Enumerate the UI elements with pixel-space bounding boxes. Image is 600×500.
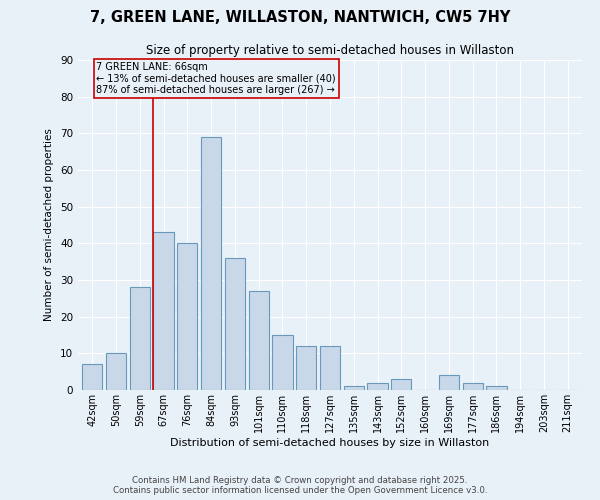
Bar bbox=[272, 335, 293, 390]
Y-axis label: Number of semi-detached properties: Number of semi-detached properties bbox=[44, 128, 55, 322]
Title: Size of property relative to semi-detached houses in Willaston: Size of property relative to semi-detach… bbox=[146, 44, 514, 58]
Bar bbox=[82, 364, 103, 390]
Text: 7 GREEN LANE: 66sqm
← 13% of semi-detached houses are smaller (40)
87% of semi-d: 7 GREEN LANE: 66sqm ← 13% of semi-detach… bbox=[97, 62, 336, 95]
Bar bbox=[201, 137, 221, 390]
Bar bbox=[320, 346, 340, 390]
Text: Contains HM Land Registry data © Crown copyright and database right 2025.
Contai: Contains HM Land Registry data © Crown c… bbox=[113, 476, 487, 495]
Bar bbox=[344, 386, 364, 390]
Bar bbox=[439, 376, 459, 390]
Bar bbox=[296, 346, 316, 390]
Bar bbox=[225, 258, 245, 390]
Bar bbox=[367, 382, 388, 390]
Bar bbox=[248, 291, 269, 390]
Bar bbox=[154, 232, 173, 390]
Bar bbox=[391, 379, 412, 390]
Bar bbox=[177, 244, 197, 390]
Bar bbox=[130, 288, 150, 390]
Bar bbox=[463, 382, 483, 390]
Bar bbox=[106, 354, 126, 390]
X-axis label: Distribution of semi-detached houses by size in Willaston: Distribution of semi-detached houses by … bbox=[170, 438, 490, 448]
Bar bbox=[487, 386, 506, 390]
Text: 7, GREEN LANE, WILLASTON, NANTWICH, CW5 7HY: 7, GREEN LANE, WILLASTON, NANTWICH, CW5 … bbox=[90, 10, 510, 25]
